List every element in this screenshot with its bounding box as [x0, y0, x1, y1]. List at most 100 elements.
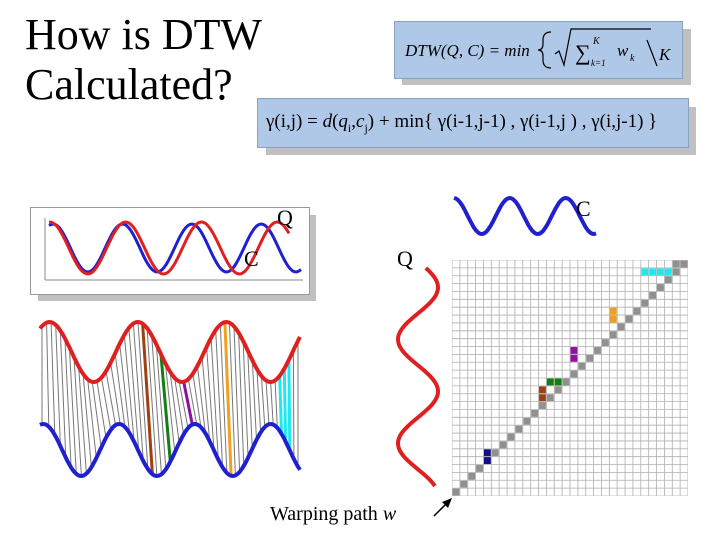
recur-eq: = — [302, 111, 323, 132]
warping-link — [82, 373, 92, 468]
warping-path-cell — [452, 488, 460, 496]
warping-link — [256, 368, 262, 433]
warping-link — [68, 347, 77, 474]
warping-path-cell — [641, 268, 649, 276]
warping-path-cell — [460, 480, 468, 488]
warping-path-cell — [570, 370, 578, 378]
warping-path-cell — [554, 386, 562, 394]
warping-path-cell — [515, 425, 523, 433]
warping-links — [41, 321, 299, 477]
formula-lhs: DTW(Q, C) = min — [404, 41, 530, 60]
warping-path-cell — [468, 472, 476, 480]
formula-slash — [646, 39, 658, 67]
warping-path-cell — [539, 394, 546, 402]
recur-comma: , — [351, 111, 356, 132]
warping-link — [141, 323, 154, 475]
warping-link — [215, 330, 224, 468]
warping-link — [247, 350, 253, 449]
warping-link — [96, 381, 107, 438]
warping-path-cell — [483, 457, 491, 465]
warping-link — [219, 324, 228, 474]
warping-path-cell — [507, 433, 515, 441]
formula-upper: K — [592, 36, 601, 47]
warping-link — [159, 353, 172, 462]
warping-link — [59, 330, 67, 458]
warping-link — [169, 371, 180, 444]
warping-link — [182, 381, 194, 425]
warping-link — [196, 365, 206, 434]
series-q-curve — [49, 220, 291, 276]
recur-g2: γ(i-1,j ) — [520, 111, 577, 132]
label-q-side: Q — [397, 246, 413, 271]
recur-q: q — [338, 111, 348, 132]
warping-path-cell — [601, 339, 609, 347]
warping-path-cell — [609, 315, 617, 323]
warping-path-cell — [499, 441, 507, 449]
warping-link — [73, 357, 82, 477]
top-c-curve — [453, 195, 597, 237]
warping-link — [238, 332, 245, 466]
warping-link — [265, 380, 270, 425]
recur-c: c — [356, 111, 365, 132]
warping-link — [278, 375, 283, 434]
warping-path-cell — [664, 276, 672, 284]
warping-link — [260, 375, 266, 427]
warping-path-cell — [570, 347, 578, 354]
recur-g1: γ(i-1,j-1) — [437, 111, 506, 132]
warping-link — [233, 326, 241, 472]
warping-link — [164, 363, 176, 453]
warping-link — [270, 381, 274, 425]
warping-path-cell — [617, 323, 625, 331]
aligned-c-curve — [39, 421, 302, 479]
warping-link — [110, 362, 121, 425]
formula-sum: ∑ — [575, 40, 591, 65]
warping-path-text: Warping path — [270, 503, 383, 525]
recur-sep1: , — [505, 111, 521, 132]
warping-path-cell — [657, 268, 664, 276]
warping-link — [64, 338, 72, 468]
recurrence-formula: γ(i,j) = d(qi,cj) + min{ γ(i-1,j-1) , γ(… — [266, 111, 657, 136]
recurrence-box: γ(i,j) = d(qi,cj) + min{ γ(i-1,j-1) , γ(… — [257, 98, 689, 148]
warping-link — [91, 381, 102, 448]
warping-path-cell — [586, 354, 594, 362]
warping-path-cell — [523, 417, 531, 425]
warping-link — [100, 377, 112, 430]
side-q-curve — [395, 266, 441, 488]
warping-path-cell — [578, 362, 586, 370]
warping-link — [274, 380, 278, 428]
warping-path-cell — [483, 449, 491, 457]
warping-path-cell — [546, 378, 554, 386]
warping-path-cell — [680, 260, 688, 268]
warping-path-cell — [633, 307, 641, 315]
recur-q-sub: i — [347, 120, 352, 135]
warping-path-cell — [672, 260, 680, 268]
warping-link — [128, 327, 140, 452]
warping-path-cell — [649, 268, 657, 276]
warping-alignment — [38, 319, 302, 479]
warping-link — [187, 379, 198, 425]
formula-sqrt — [554, 28, 651, 68]
formula-term: w — [617, 41, 629, 60]
series-c-curve — [48, 222, 302, 274]
warping-link — [155, 344, 167, 470]
warping-path-label: Warping path w — [270, 503, 396, 526]
small-plot — [44, 218, 303, 281]
recur-close: ) — [367, 111, 375, 132]
warping-link — [223, 322, 233, 476]
warping-link — [292, 350, 295, 460]
warping-link — [87, 379, 97, 459]
warping-link — [251, 360, 257, 441]
warping-link — [78, 366, 87, 474]
top-c-sequence — [453, 195, 597, 237]
warping-link — [201, 356, 211, 442]
warping-path-cell — [657, 284, 664, 291]
recur-c-sub: j — [364, 120, 368, 135]
warping-link — [206, 346, 215, 451]
warping-link — [192, 373, 202, 428]
warping-path-cell — [625, 315, 633, 323]
warping-path-cell — [491, 449, 499, 457]
recur-plus-min: + min{ — [374, 111, 438, 132]
warping-link — [287, 359, 292, 451]
gamma-ij: γ(i,j) — [266, 111, 303, 132]
warping-path-cell — [554, 378, 562, 386]
